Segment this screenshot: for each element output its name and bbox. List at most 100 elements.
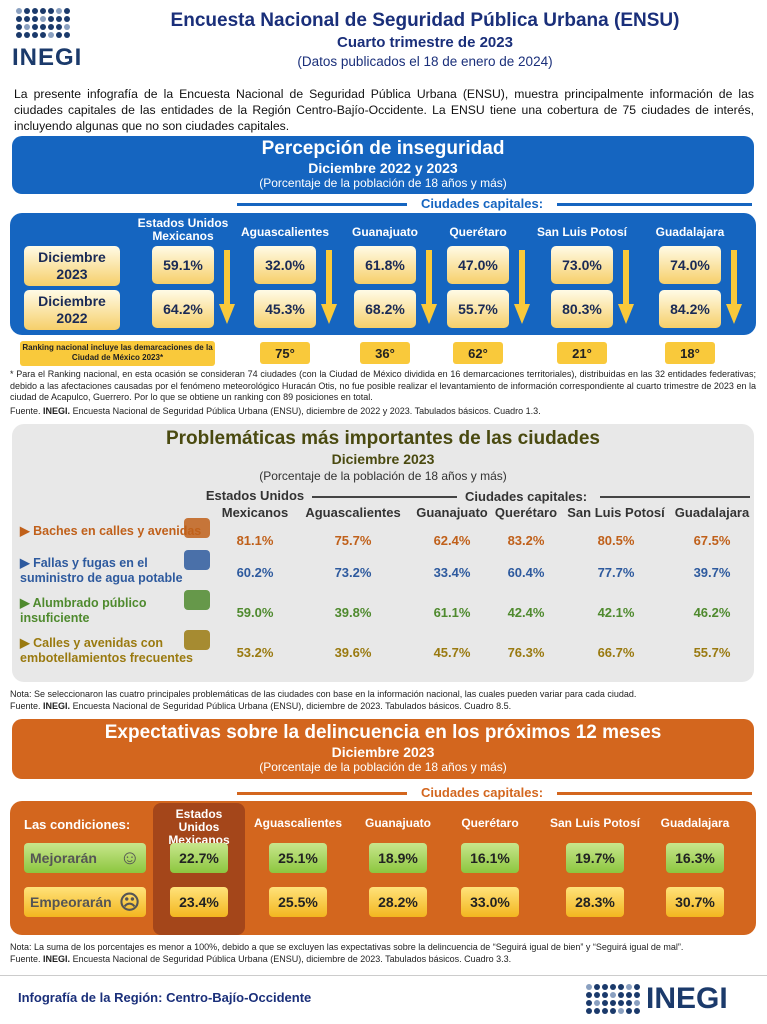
value-cell: 67.5% [693,533,731,548]
value-cell: 73.0% [551,246,613,284]
column-header: Querétaro [449,225,507,239]
logo-dot [40,24,46,30]
logo-dot [618,1008,624,1014]
column-header: Estados Unidos Mexicanos [168,807,230,847]
column-header: San Luis Potosí [549,816,640,830]
logo-dot [626,1008,632,1014]
logo-dot [48,32,54,38]
column-header: Aguascalientes [240,225,330,239]
ranking-badge: 75° [260,342,310,364]
value-cell: 39.8% [334,605,372,620]
row-label: Mejorarán ☺ [24,843,146,873]
water-tap-icon [184,550,210,570]
source-3: Fuente. INEGI. Encuesta Nacional de Segu… [10,954,512,964]
value-cell: 61.8% [354,246,416,284]
ranking-label: Ranking nacional incluye las demarcacion… [20,341,215,366]
section-expectations-banner: Expectativas sobre la delincuencia en lo… [12,719,754,779]
value-cell: 42.4% [507,605,545,620]
logo-dot [56,8,62,14]
divider [600,496,750,498]
value-cell: 42.1% [597,605,635,620]
row-label: Empeorarán ☹ [24,887,146,917]
logo-dot [32,8,38,14]
value-cell: 55.7% [447,290,509,328]
logo-dot [594,992,600,998]
ranking-badge: 18° [665,342,715,364]
logo-dot [16,24,22,30]
row-label: Diciembre 2023 [24,246,120,286]
value-cell: 77.7% [597,565,635,580]
divider [557,203,752,206]
value-cell: 39.7% [693,565,731,580]
logo-dot [32,24,38,30]
down-arrow-icon [514,250,530,324]
logo-dot [618,992,624,998]
column-header: Querétaro [494,505,558,520]
logo-dot [64,32,70,38]
column-header: Estados Unidos [205,488,305,503]
bullet-triangle-icon: ▶ [20,636,34,650]
logo-dot [618,984,624,990]
value-cell: 16.3% [666,843,724,873]
logo-dot [24,32,30,38]
value-cell: 16.1% [461,843,519,873]
capitals-label: Ciudades capitales: [465,489,588,504]
logo-dot [16,16,22,22]
value-cell: 73.2% [334,565,372,580]
column-header: San Luis Potosí [567,505,665,520]
divider [237,792,407,795]
logo-dot [634,992,640,998]
publication-date: (Datos publicados el 18 de enero de 2024… [297,54,553,69]
intro-text: La presente infografía de la Encuesta Na… [14,87,754,133]
logo-dot [40,8,46,14]
logo-dot [40,16,46,22]
logo-dot [24,8,30,14]
logo-dot [626,992,632,998]
page-subtitle: Cuarto trimestre de 2023 [337,34,513,51]
value-cell: 80.3% [551,290,613,328]
traffic-jam-icon [184,630,210,650]
logo-dot [586,984,592,990]
logo-dot [634,984,640,990]
footer-inegi-logo: INEGI [582,982,728,1016]
column-header: Aguascalientes [305,505,401,520]
column-header: Querétaro [461,816,519,830]
footer-region-label: Infografía de la Región: Centro-Bajío-Oc… [18,990,312,1005]
section-period: Diciembre 2023 [331,451,435,467]
section-period: Diciembre 2022 y 2023 [308,160,458,176]
logo-dot [48,8,54,14]
value-cell: 33.4% [433,565,471,580]
value-cell: 64.2% [152,290,214,328]
logo-dot [634,1000,640,1006]
problems-panel [12,424,754,682]
inegi-logo: INEGI [12,8,82,74]
down-arrow-icon [219,250,235,324]
section-unit: (Porcentaje de la población de 18 años y… [259,469,507,483]
logo-dot [586,1000,592,1006]
logo-dot [48,16,54,22]
column-header: Guanajuato [416,505,488,520]
divider [312,496,457,498]
logo-dot [610,1008,616,1014]
problem-label: ▶ Alumbrado público insuficiente [20,596,147,625]
logo-dot [56,16,62,22]
source-1: Fuente. INEGI. Encuesta Nacional de Segu… [10,406,541,416]
value-cell: 45.3% [254,290,316,328]
logo-dot [626,1000,632,1006]
value-cell: 25.1% [269,843,327,873]
problem-label: ▶ Calles y avenidas con embotellamientos… [20,636,193,665]
logo-dot [16,32,22,38]
value-cell: 60.4% [507,565,545,580]
ranking-badge: 62° [453,342,503,364]
note-2: Nota: Se seleccionaron las cuatro princi… [10,689,637,699]
value-cell: 84.2% [659,290,721,328]
logo-dot [602,1008,608,1014]
down-arrow-icon [421,250,437,324]
down-arrow-icon [726,250,742,324]
column-header: Estados Unidos Mexicanos [137,216,229,243]
footer-divider [0,975,767,976]
logo-dot [610,992,616,998]
value-cell: 59.0% [236,605,274,620]
row-label: Diciembre 2022 [24,290,120,330]
down-arrow-icon [618,250,634,324]
